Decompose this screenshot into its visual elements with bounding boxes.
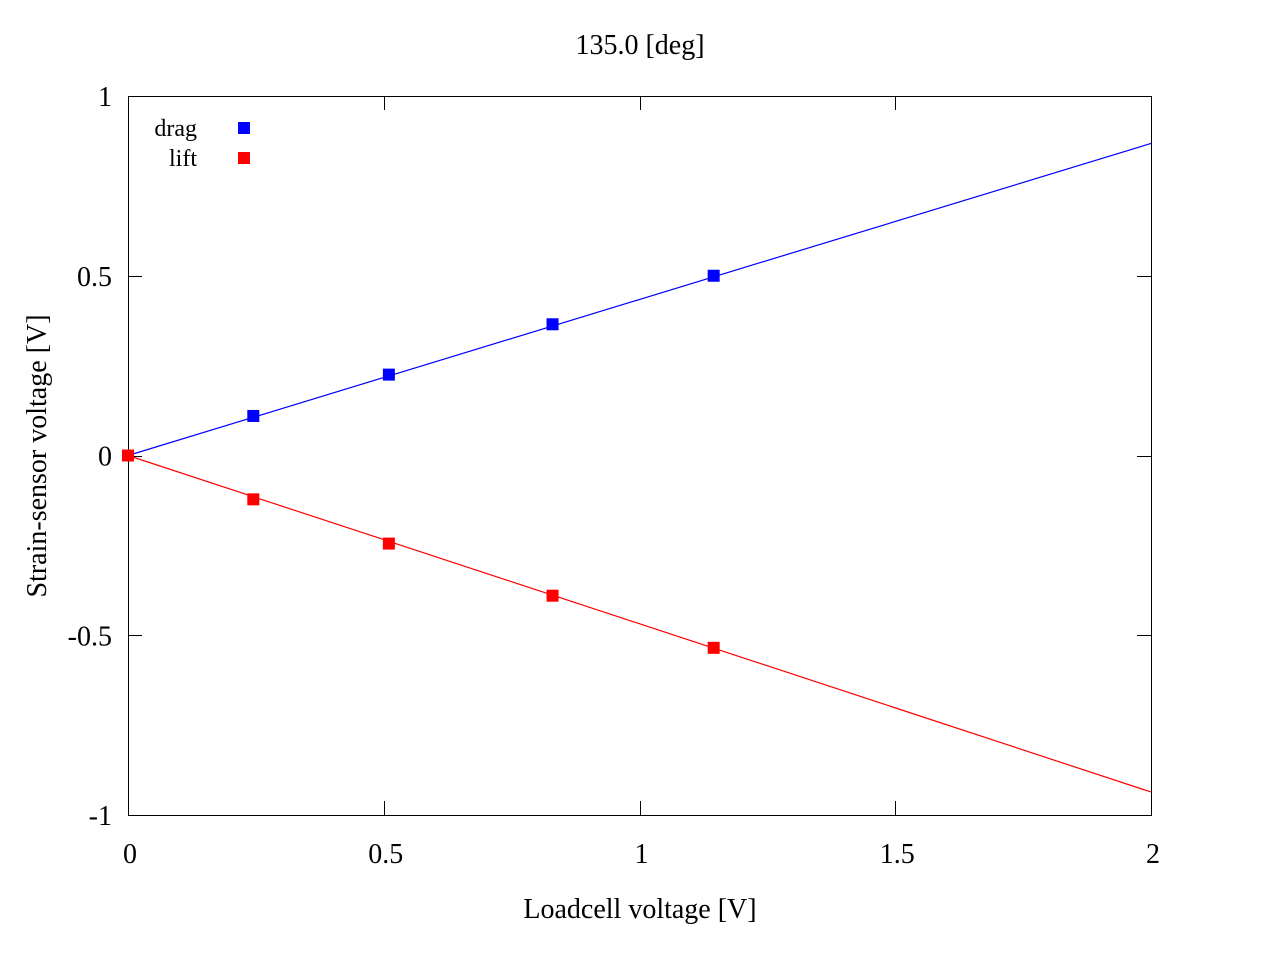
x-tick-label: 0	[123, 839, 137, 870]
y-tick-label: 0.5	[77, 262, 112, 293]
plot-frame	[128, 96, 1152, 816]
data-point-drag	[707, 269, 720, 282]
data-point-lift	[546, 589, 559, 602]
y-tick-label: -1	[89, 801, 112, 832]
chart-title: 135.0 [deg]	[575, 30, 704, 61]
legend-label-drag: drag	[154, 116, 197, 142]
data-points	[122, 269, 720, 654]
y-tick-label: 1	[98, 82, 112, 113]
x-axis-label: Loadcell voltage [V]	[523, 894, 756, 925]
x-tick-label: 0.5	[368, 839, 403, 870]
axis-ticks: 0 0.5 1 1.5 2 -1 -0.5 0 0.5 1	[68, 82, 1160, 870]
data-point-lift	[382, 537, 395, 550]
y-tick-label: 0	[98, 442, 112, 473]
data-point-lift	[707, 641, 720, 654]
y-axis-label: Strain-sensor voltage [V]	[22, 314, 53, 597]
legend-label-lift: lift	[169, 146, 197, 172]
data-point-lift	[122, 449, 134, 462]
x-tick-label: 2	[1146, 839, 1160, 870]
data-point-drag	[546, 318, 559, 331]
x-tick-label: 1	[635, 839, 649, 870]
legend-marker-lift	[238, 152, 250, 164]
fit-lines	[127, 142, 1152, 793]
legend: drag lift	[154, 116, 250, 172]
legend-marker-drag	[238, 122, 250, 134]
fit-line-drag	[127, 142, 1152, 457]
data-point-drag	[382, 368, 395, 381]
data-point-lift	[247, 493, 260, 506]
fit-line-lift	[127, 454, 1152, 793]
data-point-drag	[247, 409, 260, 422]
x-tick-label: 1.5	[880, 839, 915, 870]
y-tick-label: -0.5	[68, 621, 112, 652]
